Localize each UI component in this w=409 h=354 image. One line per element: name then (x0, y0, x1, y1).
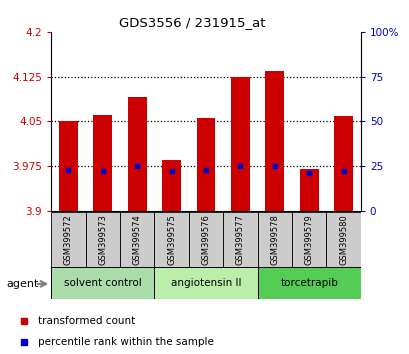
Text: angiotensin II: angiotensin II (171, 278, 240, 288)
Bar (93, 115, 112, 211)
Text: percentile rank within the sample: percentile rank within the sample (38, 337, 213, 347)
Bar (189, 212, 222, 267)
Text: GSM399580: GSM399580 (338, 215, 347, 265)
Bar (196, 118, 215, 211)
Bar (59, 121, 78, 211)
Text: GSM399578: GSM399578 (270, 215, 279, 265)
Bar (326, 212, 360, 267)
Text: GSM399573: GSM399573 (98, 215, 107, 265)
Text: GSM399572: GSM399572 (64, 215, 73, 265)
Bar (120, 212, 154, 267)
Text: agent: agent (6, 279, 38, 289)
Bar (291, 212, 326, 267)
Bar (128, 97, 146, 211)
Bar (154, 267, 257, 299)
Bar (85, 212, 120, 267)
Bar (257, 267, 360, 299)
Text: solvent control: solvent control (64, 278, 142, 288)
Bar (257, 212, 291, 267)
Text: GSM399574: GSM399574 (133, 215, 142, 265)
Bar (265, 70, 283, 211)
Bar (299, 169, 318, 211)
Text: GSM399576: GSM399576 (201, 215, 210, 265)
Bar (333, 116, 352, 211)
Text: torcetrapib: torcetrapib (280, 278, 337, 288)
Bar (230, 76, 249, 211)
Bar (162, 160, 181, 211)
Bar (222, 212, 257, 267)
Bar (51, 267, 154, 299)
Text: GSM399575: GSM399575 (167, 215, 176, 265)
Text: GSM399577: GSM399577 (235, 215, 244, 265)
Text: transformed count: transformed count (38, 316, 135, 326)
Bar (51, 212, 85, 267)
Text: GDS3556 / 231915_at: GDS3556 / 231915_at (119, 16, 265, 29)
Bar (154, 212, 189, 267)
Text: GSM399579: GSM399579 (304, 215, 313, 265)
